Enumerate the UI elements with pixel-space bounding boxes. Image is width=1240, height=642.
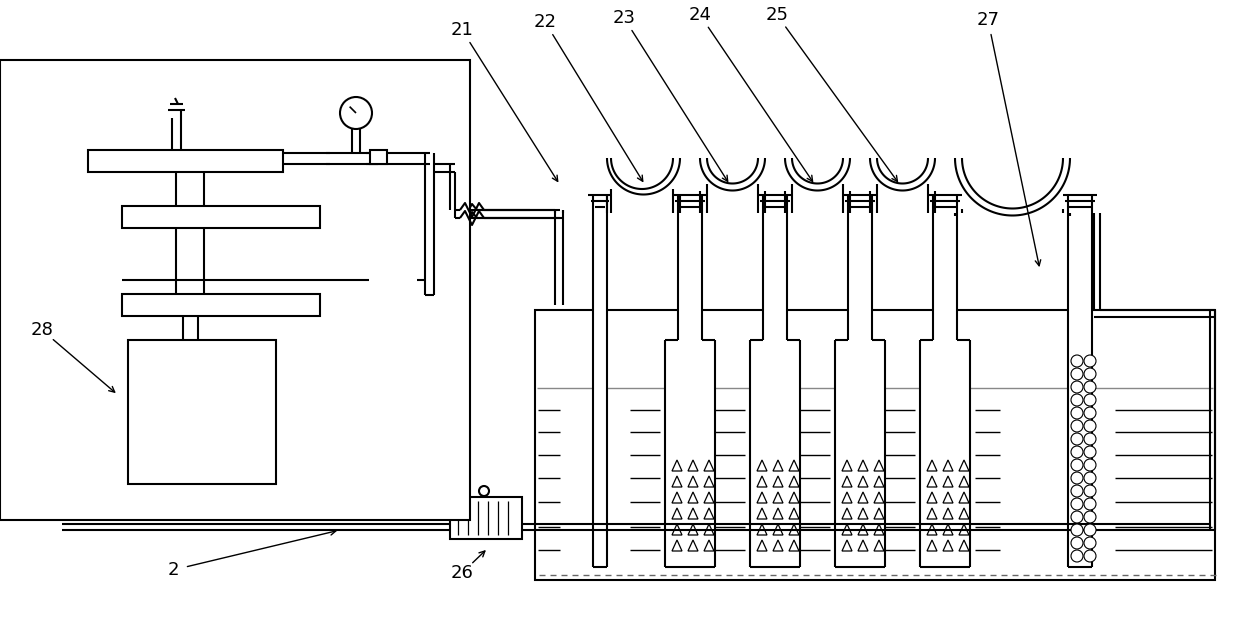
- Circle shape: [1084, 394, 1096, 406]
- Bar: [370, 150, 387, 164]
- Circle shape: [340, 97, 372, 129]
- Bar: [0, 60, 470, 520]
- Text: 25: 25: [765, 6, 789, 24]
- Bar: [60, 310, 255, 336]
- Circle shape: [1071, 511, 1083, 523]
- Circle shape: [1071, 368, 1083, 380]
- Circle shape: [1084, 511, 1096, 523]
- Bar: [534, 310, 1215, 580]
- Circle shape: [1071, 550, 1083, 562]
- Bar: [52, 178, 272, 200]
- Circle shape: [1071, 472, 1083, 484]
- Circle shape: [1071, 381, 1083, 393]
- Bar: [750, 340, 800, 567]
- Text: 23: 23: [613, 9, 635, 27]
- Circle shape: [1084, 485, 1096, 497]
- Text: 28: 28: [31, 321, 53, 339]
- Circle shape: [288, 166, 332, 210]
- Text: 21: 21: [450, 21, 474, 39]
- Polygon shape: [785, 158, 849, 191]
- Circle shape: [1084, 446, 1096, 458]
- Bar: [391, 180, 405, 193]
- Circle shape: [1084, 524, 1096, 536]
- Circle shape: [366, 278, 410, 322]
- Polygon shape: [608, 158, 680, 195]
- Circle shape: [1071, 355, 1083, 367]
- Circle shape: [1071, 394, 1083, 406]
- Bar: [835, 340, 885, 567]
- Circle shape: [1084, 433, 1096, 445]
- Bar: [665, 340, 715, 567]
- Bar: [920, 340, 970, 567]
- Text: 26: 26: [450, 564, 474, 582]
- Circle shape: [1071, 524, 1083, 536]
- Text: 24: 24: [688, 6, 712, 24]
- Bar: [60, 234, 255, 260]
- Bar: [42, 484, 164, 502]
- Circle shape: [1084, 355, 1096, 367]
- Circle shape: [363, 123, 397, 157]
- Circle shape: [1071, 407, 1083, 419]
- Bar: [42, 484, 162, 502]
- Bar: [848, 195, 872, 340]
- Bar: [128, 340, 277, 484]
- Bar: [1068, 195, 1092, 567]
- Bar: [184, 484, 288, 502]
- Bar: [69, 355, 236, 483]
- Polygon shape: [701, 158, 765, 191]
- Circle shape: [290, 140, 326, 176]
- Circle shape: [1071, 420, 1083, 432]
- Circle shape: [370, 256, 417, 304]
- Circle shape: [1084, 381, 1096, 393]
- Circle shape: [1084, 368, 1096, 380]
- Circle shape: [1084, 472, 1096, 484]
- Bar: [450, 497, 522, 539]
- Text: 27: 27: [977, 11, 999, 29]
- Circle shape: [1071, 485, 1083, 497]
- Circle shape: [1084, 407, 1096, 419]
- Bar: [763, 195, 787, 340]
- Circle shape: [1071, 433, 1083, 445]
- Bar: [196, 484, 303, 502]
- Circle shape: [1071, 459, 1083, 471]
- Bar: [678, 195, 702, 340]
- Circle shape: [1084, 498, 1096, 510]
- Bar: [122, 294, 320, 316]
- Circle shape: [166, 234, 215, 282]
- Circle shape: [1084, 537, 1096, 549]
- Bar: [88, 150, 283, 172]
- Circle shape: [1071, 498, 1083, 510]
- Polygon shape: [870, 158, 935, 191]
- Circle shape: [1071, 537, 1083, 549]
- Text: 2: 2: [167, 561, 179, 579]
- Bar: [593, 195, 608, 567]
- Circle shape: [459, 486, 469, 496]
- Bar: [932, 195, 957, 340]
- Circle shape: [1084, 459, 1096, 471]
- Bar: [122, 206, 320, 228]
- Circle shape: [128, 260, 172, 304]
- Text: 22: 22: [533, 13, 557, 31]
- Polygon shape: [955, 158, 1070, 216]
- Circle shape: [1084, 420, 1096, 432]
- Circle shape: [1084, 550, 1096, 562]
- Circle shape: [479, 486, 489, 496]
- Circle shape: [1071, 446, 1083, 458]
